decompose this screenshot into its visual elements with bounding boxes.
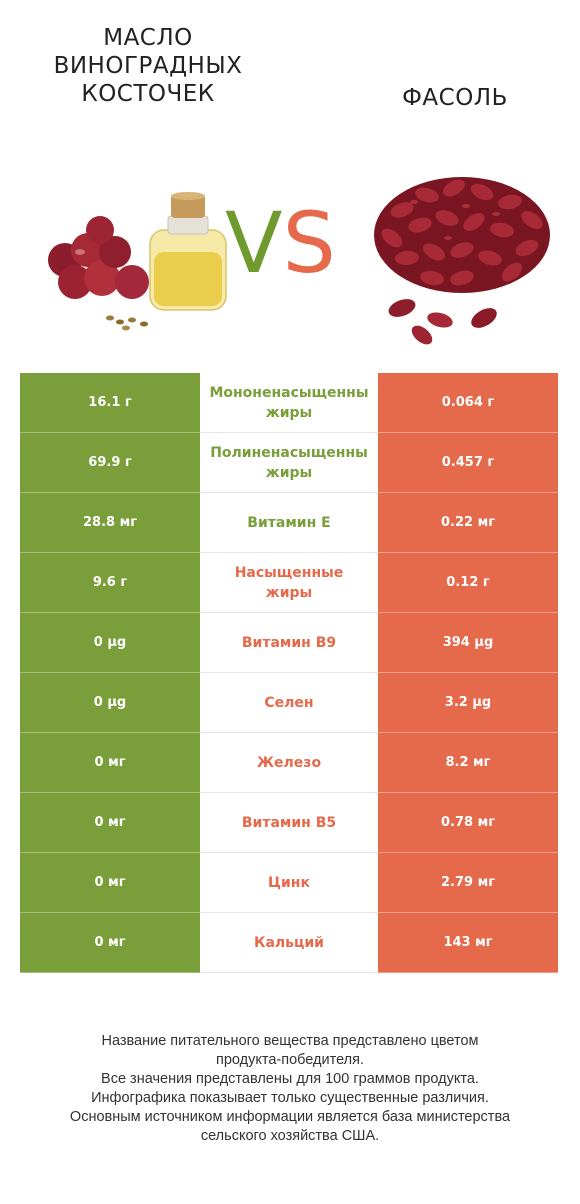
nutrient-name: Насыщенные жиры [200,553,378,613]
left-value: 0 мг [20,853,200,913]
left-value: 0 мг [20,733,200,793]
left-value: 0 мг [20,913,200,973]
footnote-line: продукта-победителя. [215,1052,365,1068]
table-row: 9.6 г Насыщенные жиры 0.12 г [20,553,558,613]
table-row: 0 мг Витамин B5 0.78 мг [20,793,558,853]
right-value: 143 мг [378,913,558,973]
footnote-line: сельского хозяйства США. [200,1128,380,1144]
right-value: 0.064 г [378,373,558,433]
kidney-beans-image [374,177,550,345]
right-value: 394 µg [378,613,558,673]
right-value: 0.78 мг [378,793,558,853]
table-row: 16.1 г Мононенасыщенны жиры 0.064 г [20,373,558,433]
vs-v-letter: V [225,194,283,292]
nutrient-name: Цинк [200,853,378,913]
footnote-line: Основным источником информации является … [69,1109,511,1125]
nutrient-name: Мононенасыщенны жиры [200,373,378,433]
right-value: 3.2 µg [378,673,558,733]
right-value: 0.457 г [378,433,558,493]
vs-label: VS [225,198,336,288]
left-value: 28.8 мг [20,493,200,553]
header: Масло виноградных косточек Фасоль VS [0,0,580,370]
right-value: 8.2 мг [378,733,558,793]
left-value: 16.1 г [20,373,200,433]
nutrient-name: Витамин E [200,493,378,553]
table-row: 0 µg Витамин B9 394 µg [20,613,558,673]
table-row: 0 µg Селен 3.2 µg [20,673,558,733]
left-product-title: Масло виноградных косточек [53,25,243,107]
right-value: 0.22 мг [378,493,558,553]
left-value: 0 мг [20,793,200,853]
grape-seed-oil-image [48,192,227,331]
footnote-line: Инфографика показывает только существенн… [91,1090,489,1106]
right-product-title: Фасоль [402,85,508,111]
left-value: 9.6 г [20,553,200,613]
left-value: 69.9 г [20,433,200,493]
table-row: 0 мг Цинк 2.79 мг [20,853,558,913]
table-row: 0 мг Железо 8.2 мг [20,733,558,793]
nutrient-name: Селен [200,673,378,733]
left-value: 0 µg [20,673,200,733]
right-value: 2.79 мг [378,853,558,913]
vs-s-letter: S [282,194,336,292]
nutrient-name: Железо [200,733,378,793]
nutrient-name: Кальций [200,913,378,973]
nutrient-name: Витамин B9 [200,613,378,673]
nutrient-name: Полиненасыщенны жиры [200,433,378,493]
nutrient-name: Витамин B5 [200,793,378,853]
footnote-line: Название питательного вещества представл… [101,1033,479,1049]
table-row: 0 мг Кальций 143 мг [20,913,558,973]
footnote-line: Все значения представлены для 100 граммо… [101,1071,479,1087]
right-value: 0.12 г [378,553,558,613]
table-row: 28.8 мг Витамин E 0.22 мг [20,493,558,553]
left-value: 0 µg [20,613,200,673]
table-row: 69.9 г Полиненасыщенны жиры 0.457 г [20,433,558,493]
footnote: Название питательного вещества представл… [20,1032,560,1146]
